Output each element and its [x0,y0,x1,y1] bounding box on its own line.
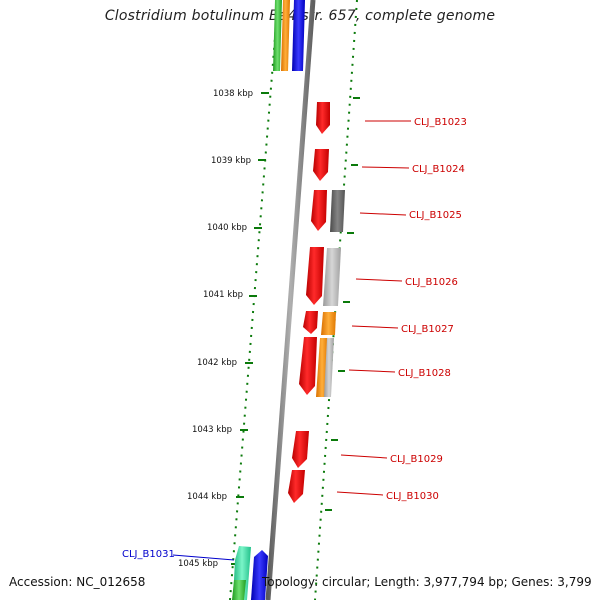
gene-label-CLJ_B1024[interactable]: CLJ_B1024 [412,164,465,175]
label-line-CLJ_B1026 [355,278,403,282]
gene-labels: CLJ_B1023 CLJ_B1024 CLJ_B1025 CLJ_B1026 … [122,117,467,560]
gene-arrow-CLJ_B1030 [288,470,305,503]
gene-arrow-blue-top [292,0,305,71]
label-line-CLJ_B1029 [340,454,388,459]
gene-label-lines [172,120,411,561]
gene-arrow-blue-bottom [251,550,268,600]
gene-label-CLJ_B1026[interactable]: CLJ_B1026 [405,277,458,288]
gene-label-CLJ_B1028[interactable]: CLJ_B1028 [398,368,451,379]
gene-label-CLJ_B1029[interactable]: CLJ_B1029 [390,454,443,465]
label-line-CLJ_B1030 [336,491,384,496]
scale-label: 1038 kbp [213,89,253,99]
scale-label: 1039 kbp [211,156,251,166]
gene-label-CLJ_B1027[interactable]: CLJ_B1027 [401,324,454,335]
gene-arrow-green-bottom [232,580,246,600]
label-line-CLJ_B1031 [172,554,235,561]
scale-axis: 1038 kbp 1039 kbp 1040 kbp 1041 kbp 1042… [178,89,269,569]
label-line-CLJ_B1027 [351,325,399,329]
scale-label: 1043 kbp [192,425,232,435]
gene-arrow-CLJ_B1027 [303,311,318,334]
gene-group-bottom [232,546,268,600]
gene-arrow-CLJ_B1024 [313,149,329,181]
gene-arrow-grey-1025 [330,190,345,232]
gene-label-CLJ_B1023[interactable]: CLJ_B1023 [414,117,467,128]
gene-group-top [273,0,305,71]
gene-arrow-CLJ_B1028 [299,337,317,395]
scale-label: 1041 kbp [203,290,243,300]
scale-label: 1042 kbp [197,358,237,368]
scale-label: 1040 kbp [207,223,247,233]
label-line-CLJ_B1024 [361,166,410,169]
scale-label: 1045 kbp [178,559,218,569]
gene-group-main [288,102,345,503]
genome-backbone [265,0,316,600]
gene-arrow-grey-1026 [323,248,341,306]
label-line-CLJ_B1025 [359,212,407,216]
gene-arrow-orange-top [281,0,290,71]
outer-track-ticks [325,97,360,511]
scale-label: 1044 kbp [187,492,227,502]
label-line-CLJ_B1028 [348,369,396,373]
topology-label: Topology: circular; Length: 3,977,794 bp… [262,575,592,589]
gene-arrow-grey-1028 [324,338,334,397]
gene-arrow-CLJ_B1026 [306,247,324,305]
gene-arrow-CLJ_B1023 [316,102,330,134]
gene-arrow-orange-1027 [321,312,336,335]
gene-arrow-CLJ_B1025 [311,190,327,231]
gene-arrow-CLJ_B1029 [292,431,309,468]
gene-arrow-green-top [273,0,282,71]
gene-label-CLJ_B1030[interactable]: CLJ_B1030 [386,491,439,502]
gene-label-CLJ_B1025[interactable]: CLJ_B1025 [409,210,462,221]
accession-label: Accession: NC_012658 [9,575,146,589]
gene-label-CLJ_B1031[interactable]: CLJ_B1031 [122,549,175,560]
